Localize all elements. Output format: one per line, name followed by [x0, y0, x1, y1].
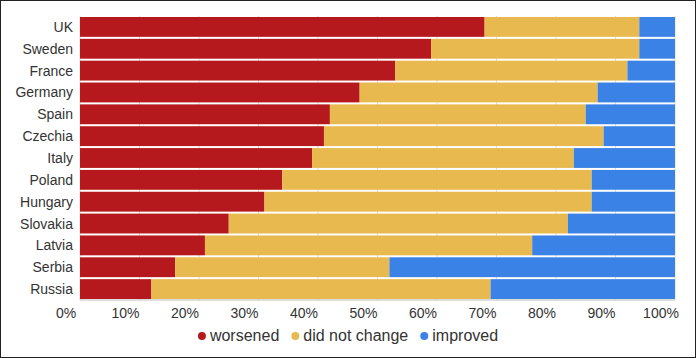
bar-segment — [639, 39, 675, 59]
category-label: Hungary — [20, 194, 73, 210]
tick-label: 80% — [528, 305, 556, 321]
category-label: Germany — [15, 84, 73, 100]
tick-label: 70% — [468, 305, 496, 321]
tick-label: 30% — [230, 305, 258, 321]
bar-segment — [532, 235, 675, 255]
bar-segment — [592, 170, 675, 190]
category-label: Sweden — [22, 41, 73, 57]
bar-segment — [312, 148, 574, 168]
bar-segment — [151, 279, 490, 299]
tick-label: 40% — [290, 305, 318, 321]
bar-segment — [205, 235, 532, 255]
bar-segment — [80, 17, 485, 37]
bar-segment — [574, 148, 675, 168]
legend-marker — [198, 332, 206, 340]
bar-segment — [80, 126, 324, 146]
tick-label: 0% — [56, 305, 76, 321]
bar-segment — [80, 279, 151, 299]
legend-label: improved — [432, 327, 498, 344]
bar-segment — [80, 235, 205, 255]
bar-segment — [485, 17, 640, 37]
legend: worsened did not change improved — [198, 327, 498, 344]
bar-segment — [604, 126, 675, 146]
category-label: UK — [54, 19, 74, 35]
bar-segment — [627, 61, 675, 81]
category-label: Czechia — [22, 128, 73, 144]
category-label: Poland — [29, 172, 73, 188]
tick-label: 60% — [409, 305, 437, 321]
tick-label: 90% — [587, 305, 615, 321]
axis-line — [80, 300, 675, 301]
legend-label: worsened — [209, 327, 279, 344]
legend-marker — [420, 332, 428, 340]
grid — [80, 16, 675, 300]
category-label: Latvia — [36, 237, 74, 253]
bar-segment — [360, 83, 598, 103]
bar-segment — [229, 214, 568, 234]
bar-segment — [80, 83, 360, 103]
bar-segment — [175, 257, 389, 277]
bar-segment — [80, 148, 312, 168]
bar-segment — [282, 170, 591, 190]
category-label: France — [29, 63, 73, 79]
bar-segment — [389, 257, 675, 277]
bars — [80, 17, 675, 299]
chart: 0% 10% 20% 30% 40% 50% 60% 70% 80% 90% 100% UK Swede… — [0, 0, 696, 358]
bar-segment — [586, 104, 675, 124]
bar-segment — [330, 104, 586, 124]
bar-segment — [80, 257, 175, 277]
category-label: Serbia — [33, 259, 74, 275]
bar-segment — [568, 214, 675, 234]
bar-segment — [639, 17, 675, 37]
bar-segment — [80, 170, 282, 190]
legend-marker — [291, 332, 299, 340]
bar-segment — [80, 214, 229, 234]
category-label: Russia — [30, 281, 73, 297]
tick-label: 50% — [349, 305, 377, 321]
bar-segment — [491, 279, 675, 299]
frame — [1, 1, 696, 358]
bar-segment — [80, 39, 431, 59]
tick-label: 100% — [643, 305, 679, 321]
bar-segment — [598, 83, 675, 103]
bar-segment — [80, 104, 330, 124]
bar-segment — [264, 192, 591, 212]
bar-segment — [80, 61, 395, 81]
bar-segment — [592, 192, 675, 212]
bar-segment — [80, 192, 264, 212]
bar-segment — [431, 39, 639, 59]
category-label: Spain — [37, 106, 73, 122]
bar-segment — [395, 61, 627, 81]
legend-label: did not change — [303, 327, 408, 344]
tick-label: 20% — [171, 305, 199, 321]
bar-segment — [324, 126, 604, 146]
tick-label: 10% — [111, 305, 139, 321]
category-label: Italy — [47, 150, 73, 166]
category-label: Slovakia — [20, 216, 73, 232]
